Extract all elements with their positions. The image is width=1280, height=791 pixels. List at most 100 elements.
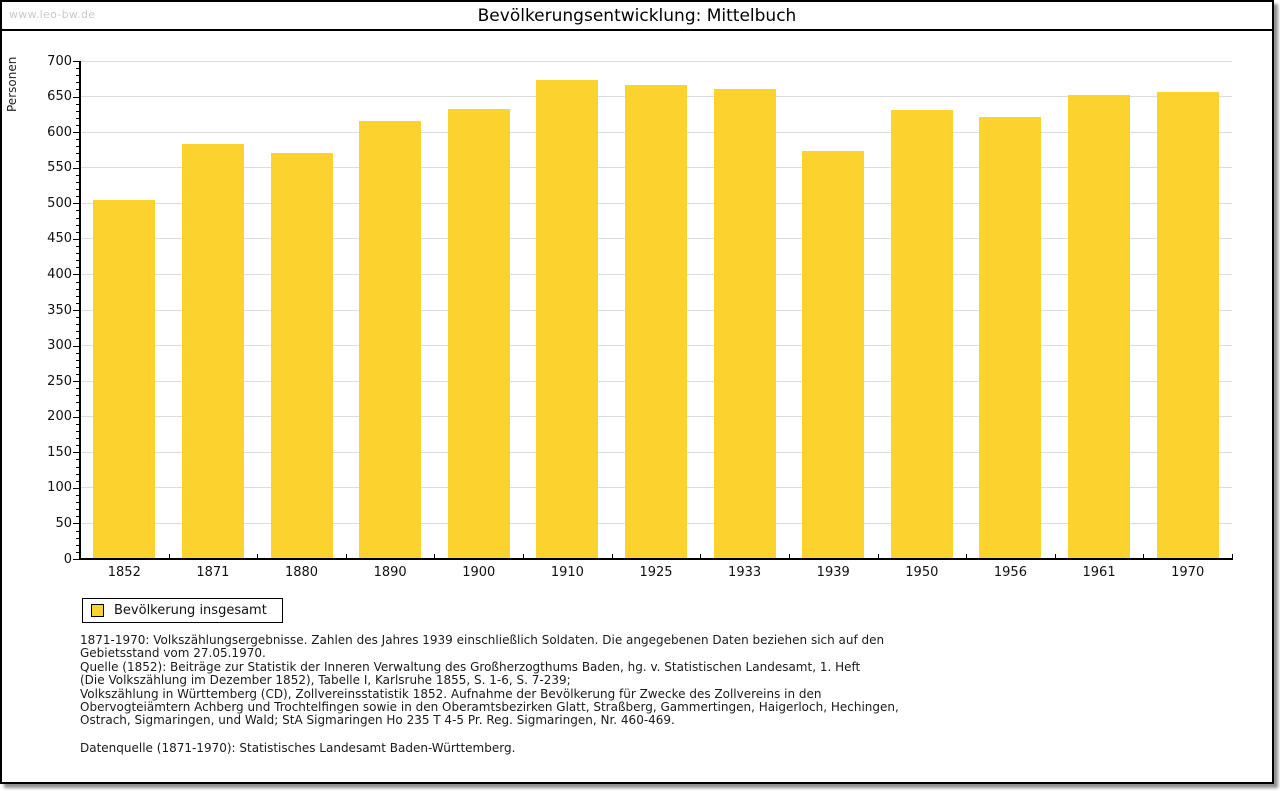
- y-tick: [76, 530, 79, 532]
- y-tick: [76, 466, 79, 468]
- header: www.leo-bw.de Bevölkerungsentwicklung: M…: [2, 2, 1272, 29]
- y-tick: [73, 238, 79, 240]
- y-tick: [76, 423, 79, 425]
- legend-label: Bevölkerung insgesamt: [114, 603, 267, 618]
- y-tick: [76, 217, 79, 219]
- y-tick: [76, 82, 79, 84]
- y-tick: [76, 395, 79, 397]
- y-tick: [73, 452, 79, 454]
- source-note-line: Ostrach, Sigmaringen, und Wald; StA Sigm…: [80, 713, 675, 728]
- y-tick: [76, 267, 79, 269]
- site-watermark: www.leo-bw.de: [9, 8, 96, 21]
- y-tick: [76, 430, 79, 432]
- y-tick: [73, 559, 79, 560]
- x-axis-line: [79, 558, 1233, 560]
- bar: [181, 143, 244, 559]
- bar: [713, 89, 776, 559]
- y-tick: [76, 509, 79, 511]
- y-tick: [76, 359, 79, 361]
- y-tick: [76, 68, 79, 70]
- y-tick: [76, 125, 79, 127]
- bar: [890, 110, 953, 559]
- y-tick: [76, 438, 79, 440]
- y-tick: [76, 338, 79, 340]
- y-tick: [76, 196, 79, 198]
- y-axis-label: 500: [47, 195, 72, 211]
- x-tick: [434, 554, 436, 559]
- y-tick: [76, 210, 79, 212]
- y-tick: [76, 75, 79, 77]
- x-axis-label: 1950: [905, 565, 939, 580]
- y-tick: [76, 281, 79, 283]
- x-axis-label: 1880: [284, 565, 319, 580]
- y-tick: [76, 295, 79, 297]
- y-tick: [73, 345, 79, 347]
- bar: [1156, 91, 1219, 559]
- gridline: [80, 60, 1232, 62]
- legend-swatch-icon: [91, 604, 104, 617]
- y-tick: [76, 117, 79, 119]
- y-axis-label: 450: [47, 231, 72, 247]
- y-tick: [76, 374, 79, 376]
- x-axis-label: 1852: [107, 565, 141, 580]
- page-title: Bevölkerungsentwicklung: Mittelbuch: [477, 6, 797, 26]
- y-tick: [73, 487, 79, 489]
- y-tick: [73, 523, 79, 525]
- y-axis-label: 200: [47, 409, 72, 425]
- source-note-line: Quelle (1852): Beiträge zur Statistik de…: [80, 659, 861, 674]
- x-tick: [345, 554, 347, 559]
- bar: [270, 153, 333, 559]
- y-axis-label: 650: [47, 89, 72, 105]
- x-axis-label: 1970: [1171, 565, 1205, 580]
- x-axis-label: 1961: [1082, 565, 1116, 580]
- y-axis-label: 400: [47, 266, 72, 282]
- x-axis-label: 1890: [373, 565, 407, 580]
- y-tick: [76, 409, 79, 411]
- bar: [802, 150, 865, 559]
- x-tick: [1232, 554, 1233, 559]
- bar: [979, 117, 1042, 559]
- y-tick: [76, 174, 79, 176]
- bar: [93, 199, 156, 559]
- x-tick: [168, 554, 170, 559]
- y-tick: [76, 181, 79, 183]
- y-axis-label: 350: [47, 302, 72, 318]
- x-tick: [523, 554, 525, 559]
- y-tick: [76, 324, 79, 326]
- bar: [1068, 95, 1131, 559]
- y-tick: [76, 473, 79, 475]
- y-tick: [73, 132, 79, 134]
- y-tick: [76, 139, 79, 141]
- y-tick: [76, 516, 79, 518]
- x-axis-label: 1933: [728, 565, 762, 580]
- x-tick: [1143, 554, 1145, 559]
- y-tick: [76, 89, 79, 91]
- y-tick: [73, 310, 79, 311]
- x-axis-label: 1939: [816, 565, 850, 580]
- y-tick: [76, 402, 79, 404]
- legend: Bevölkerung insgesamt: [82, 598, 283, 623]
- x-axis-label: 1871: [196, 565, 230, 580]
- x-tick: [611, 554, 613, 559]
- x-axis-label: 1900: [462, 565, 496, 580]
- x-axis-label: 1956: [993, 565, 1027, 580]
- y-tick: [76, 288, 79, 290]
- x-tick: [1054, 554, 1056, 559]
- y-axis-label: 300: [47, 338, 72, 354]
- y-tick: [76, 494, 79, 496]
- bar: [447, 109, 510, 559]
- header-divider: [2, 29, 1272, 31]
- y-tick: [73, 61, 79, 62]
- y-axis-label: 250: [47, 373, 72, 389]
- x-tick: [966, 554, 968, 559]
- y-tick: [76, 302, 79, 304]
- y-axis-label: 150: [47, 444, 72, 460]
- y-tick: [76, 388, 79, 390]
- y-tick: [76, 146, 79, 148]
- y-tick: [76, 366, 79, 368]
- x-axis-label: 1910: [550, 565, 584, 580]
- source-note-line: Volkszählung in Württemberg (CD), Zollve…: [80, 686, 822, 701]
- y-tick: [73, 274, 79, 276]
- x-tick: [700, 554, 702, 559]
